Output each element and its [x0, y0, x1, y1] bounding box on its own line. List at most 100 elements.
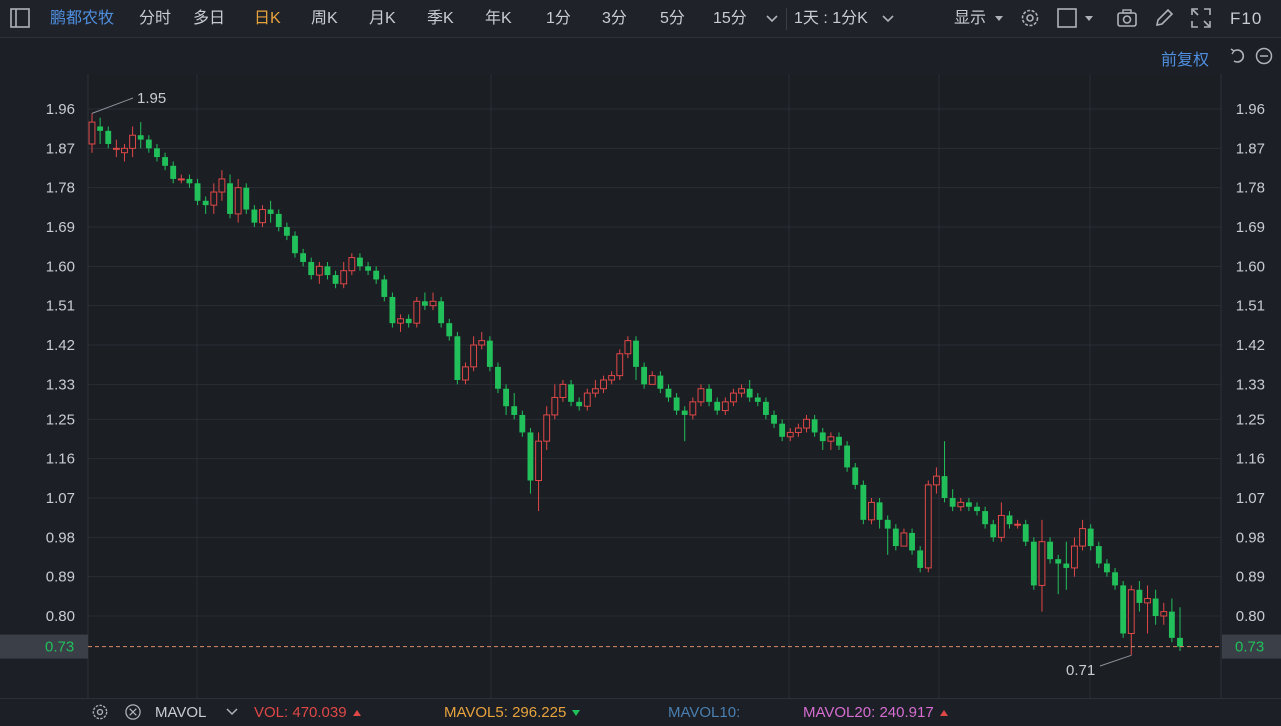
candle-body — [1071, 545, 1078, 569]
candle-body — [1112, 572, 1118, 586]
pencil-icon[interactable] — [1152, 6, 1176, 30]
caret-down-icon[interactable] — [1082, 6, 1096, 30]
chevron-down-icon[interactable] — [224, 701, 240, 721]
y-tick-label-right: 1.42 — [1236, 337, 1265, 354]
display-menu[interactable]: 显示 — [954, 10, 987, 27]
candle-body — [974, 506, 980, 512]
sidebar-toggle-icon[interactable] — [8, 6, 32, 30]
close-icon[interactable] — [123, 702, 143, 722]
candle-body — [381, 279, 388, 297]
candle-body — [162, 157, 168, 166]
candle-body — [949, 497, 956, 507]
y-tick-label-left: 0.98 — [46, 529, 75, 546]
toolbar-divider — [786, 8, 787, 30]
min-annotation-line — [1099, 654, 1132, 667]
candle-body — [446, 323, 453, 337]
candle-body — [811, 419, 818, 433]
indicator-select[interactable]: MAVOL — [155, 704, 207, 721]
y-tick-label-left: 1.07 — [46, 490, 75, 507]
tab-period-7[interactable]: 1分 — [546, 10, 571, 27]
tab-period-4[interactable]: 月K — [369, 10, 396, 27]
fullscreen-icon[interactable] — [1189, 6, 1213, 30]
candle-body — [121, 147, 128, 154]
tab-period-0[interactable]: 分时 — [139, 10, 172, 27]
tab-period-3[interactable]: 周K — [311, 10, 338, 27]
candle-body — [648, 375, 656, 385]
candle-body — [1063, 563, 1070, 568]
zoom-out-icon[interactable] — [1253, 44, 1275, 68]
candle-body — [1079, 528, 1086, 547]
candle-body — [1095, 546, 1102, 564]
tab-period-9[interactable]: 5分 — [660, 10, 685, 27]
gear-icon[interactable] — [90, 702, 110, 722]
candle-body — [738, 388, 745, 394]
candle-body — [746, 388, 753, 398]
camera-icon[interactable] — [1115, 6, 1139, 30]
tab-period-5[interactable]: 季K — [427, 10, 454, 27]
candle-body — [438, 301, 445, 324]
current-price-box-left — [0, 634, 88, 659]
candle-body — [559, 383, 567, 398]
combo-period-select[interactable]: 1天 : 1分K — [794, 10, 868, 27]
y-tick-label-left: 1.60 — [46, 258, 75, 275]
candle-body — [633, 340, 639, 367]
mavol5-label: MAVOL5: — [444, 704, 508, 721]
candle-body — [503, 388, 510, 407]
candle-body — [583, 392, 591, 407]
candle-body — [689, 401, 697, 416]
candle-body — [1014, 523, 1022, 526]
candle-body — [568, 384, 574, 402]
y-tick-label-right: 1.69 — [1236, 219, 1265, 236]
caret-down-icon[interactable] — [992, 6, 1006, 30]
candle-body — [527, 432, 534, 481]
candle-body — [924, 484, 932, 569]
y-tick-label-right: 1.96 — [1236, 101, 1265, 118]
arrow-up-icon — [352, 710, 361, 717]
candle-body — [1022, 524, 1029, 542]
undo-icon[interactable] — [1228, 44, 1248, 68]
vol-value: 470.039 — [292, 704, 347, 721]
tab-period-2[interactable]: 日K — [254, 10, 281, 27]
candle-body — [997, 514, 1005, 538]
chevron-down-icon[interactable] — [762, 6, 782, 30]
gear-icon[interactable] — [1018, 6, 1042, 30]
toolbar: 鹏都农牧 分时 多日 日K 周K 月K 季K 年K 1分 3分 5分 15分 1… — [0, 0, 1281, 38]
tab-period-6[interactable]: 年K — [485, 10, 512, 27]
tab-period-8[interactable]: 3分 — [602, 10, 627, 27]
chevron-down-icon[interactable] — [878, 6, 898, 30]
candle-body — [990, 524, 997, 538]
candle-body — [941, 476, 948, 498]
candle-body — [170, 165, 177, 179]
candle-body — [591, 388, 599, 394]
current-price-label-left: 0.73 — [45, 639, 74, 656]
candle-body — [932, 475, 940, 486]
candle-body — [681, 410, 688, 415]
y-tick-label-right: 1.07 — [1236, 490, 1265, 507]
candle-body — [844, 445, 851, 468]
candle-body — [292, 235, 298, 254]
y-tick-label-right: 1.87 — [1236, 140, 1265, 157]
mavol20-readout: MAVOL20: 240.917 — [803, 699, 948, 724]
current-price-label-right: 0.73 — [1235, 639, 1264, 656]
adjust-mode-button[interactable]: 前复权 — [1160, 52, 1209, 69]
candle-body — [1136, 589, 1143, 603]
y-tick-label-right: 0.89 — [1236, 569, 1265, 586]
candle-body — [234, 187, 242, 215]
stock-name[interactable]: 鹏都农牧 — [50, 10, 115, 27]
candle-body — [137, 135, 144, 140]
tab-period-10[interactable]: 15分 — [713, 10, 747, 27]
checkbox-icon[interactable] — [1055, 6, 1079, 30]
candle-body — [836, 436, 842, 446]
candlestick-chart[interactable]: 1.96 1.96 1.87 1.87 1.78 1.78 1.69 1.69 1.60 1.60… — [0, 74, 1281, 698]
arrow-up-icon — [939, 710, 948, 717]
candle-body — [357, 257, 363, 267]
candle-body — [608, 375, 616, 381]
candle-body — [957, 501, 965, 508]
mavol5-value: 296.225 — [512, 704, 567, 721]
candle-body — [535, 440, 542, 482]
candle-body — [186, 178, 193, 184]
candle-body — [129, 134, 137, 149]
candle-body — [88, 121, 96, 145]
tab-period-1[interactable]: 多日 — [193, 10, 226, 27]
f10-button[interactable]: F10 — [1230, 9, 1263, 28]
